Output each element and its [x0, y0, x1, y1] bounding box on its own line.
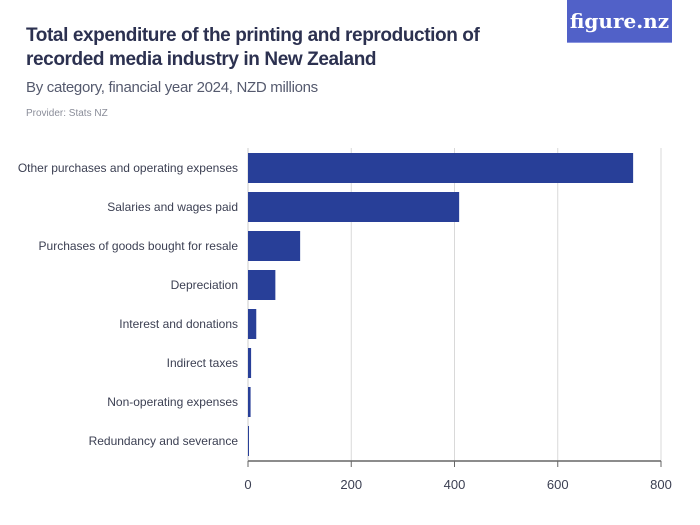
bar — [248, 270, 276, 300]
category-label: Redundancy and severance — [89, 434, 239, 448]
category-label: Interest and donations — [119, 317, 238, 331]
bar — [248, 231, 301, 261]
chart-title: Total expenditure of the printing and re… — [26, 25, 480, 70]
bar — [248, 348, 252, 378]
x-tick-label: 600 — [547, 477, 569, 492]
bar — [248, 192, 460, 222]
category-label: Indirect taxes — [167, 356, 238, 370]
x-tick-label: 0 — [244, 477, 251, 492]
bar — [248, 153, 634, 183]
category-label: Non-operating expenses — [107, 395, 238, 409]
bar — [248, 387, 251, 417]
chart-subtitle: By category, financial year 2024, NZD mi… — [26, 79, 318, 96]
bar — [248, 426, 249, 456]
figure-nz-logo[interactable]: figure.nz — [567, 0, 672, 43]
x-tick-label: 400 — [444, 477, 466, 492]
category-label: Other purchases and operating expenses — [18, 161, 238, 175]
x-tick-label: 200 — [340, 477, 362, 492]
provider-label: Provider: Stats NZ — [26, 108, 108, 119]
bar — [248, 309, 257, 339]
category-label: Salaries and wages paid — [107, 200, 238, 214]
category-label: Depreciation — [171, 278, 238, 292]
category-label: Purchases of goods bought for resale — [39, 239, 239, 253]
x-tick-label: 800 — [650, 477, 672, 492]
